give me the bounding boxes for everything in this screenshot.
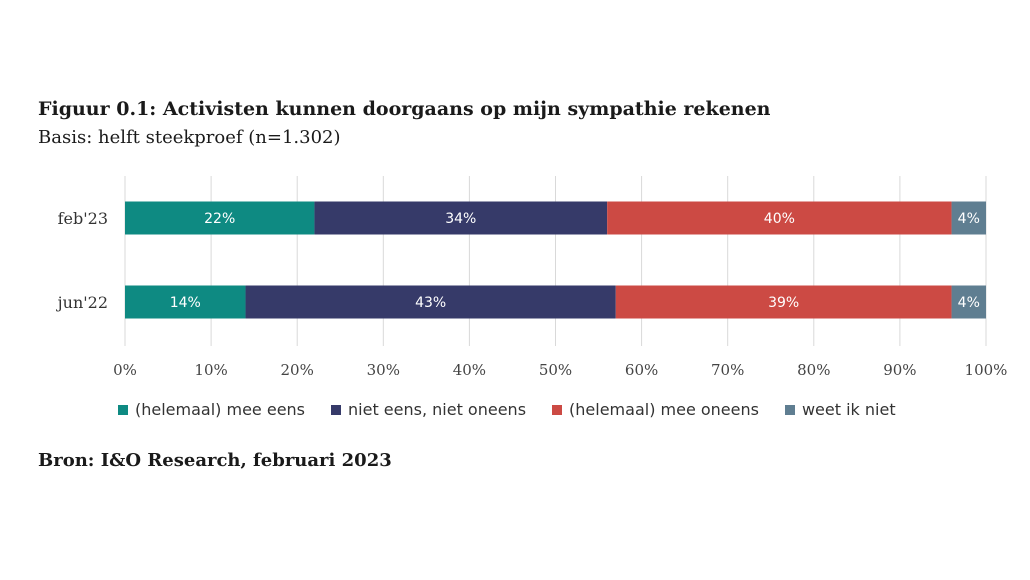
source-note: Bron: I&O Research, februari 2023 [38,450,392,471]
legend-item: (helemaal) mee oneens [552,400,759,419]
x-tick-label: 90% [883,361,916,379]
x-axis-tick-labels: 0% 10% 20% 30% 40% 50% 60% 70% 80% 90% 100% [113,361,1007,379]
x-tick-label: 100% [965,361,1008,379]
bar-segment [951,201,986,235]
legend-item: weet ik niet [784,400,896,419]
data-label: 14% [170,295,201,311]
legend-item: (helemaal) mee eens [118,400,305,419]
data-label: 4% [958,295,980,311]
data-label: 40% [764,211,795,227]
data-label: 22% [204,211,235,227]
bar-segment [245,285,616,319]
x-tick-label: 20% [281,361,314,379]
legend-item: niet eens, niet oneens [331,400,526,419]
data-label: 34% [445,211,476,227]
category-label: feb'23 [58,209,108,228]
data-label: 43% [415,295,446,311]
bar-segment [951,285,986,319]
legend-swatch [331,404,342,415]
legend-label: (helemaal) mee oneens [569,400,759,419]
x-tick-label: 70% [711,361,744,379]
legend-swatch [118,404,128,415]
legend-label: weet ik niet [801,400,896,419]
bar-segment [607,201,952,235]
legend-swatch [552,404,563,415]
category-label: jun'22 [56,293,108,312]
x-tick-label: 30% [367,361,400,379]
x-tick-label: 10% [194,361,227,379]
x-tick-label: 50% [539,361,572,379]
legend-label: niet eens, niet oneens [348,400,527,419]
chart-title: Figuur 0.1: Activisten kunnen doorgaans … [38,98,771,120]
legend: (helemaal) mee eens niet eens, niet oneen… [118,400,896,419]
legend-swatch [784,404,795,415]
category-labels: feb'23 jun'22 [56,209,108,312]
bar-segment [125,201,315,235]
bar-segment [615,285,952,319]
x-tick-label: 60% [625,361,658,379]
bar-segment [125,285,246,319]
bar-segment [314,201,608,235]
x-tick-label: 40% [453,361,486,379]
x-tick-label: 0% [113,361,137,379]
legend-label: (helemaal) mee eens [135,400,306,419]
data-label: 4% [958,211,980,227]
chart-subtitle: Basis: helft steekproef (n=1.302) [38,127,341,148]
bars [125,201,986,319]
x-tick-label: 80% [797,361,830,379]
data-label: 39% [768,295,799,311]
bar-labels: 22% 34% 40% 4% 14% 43% 39% 4% [170,211,980,311]
